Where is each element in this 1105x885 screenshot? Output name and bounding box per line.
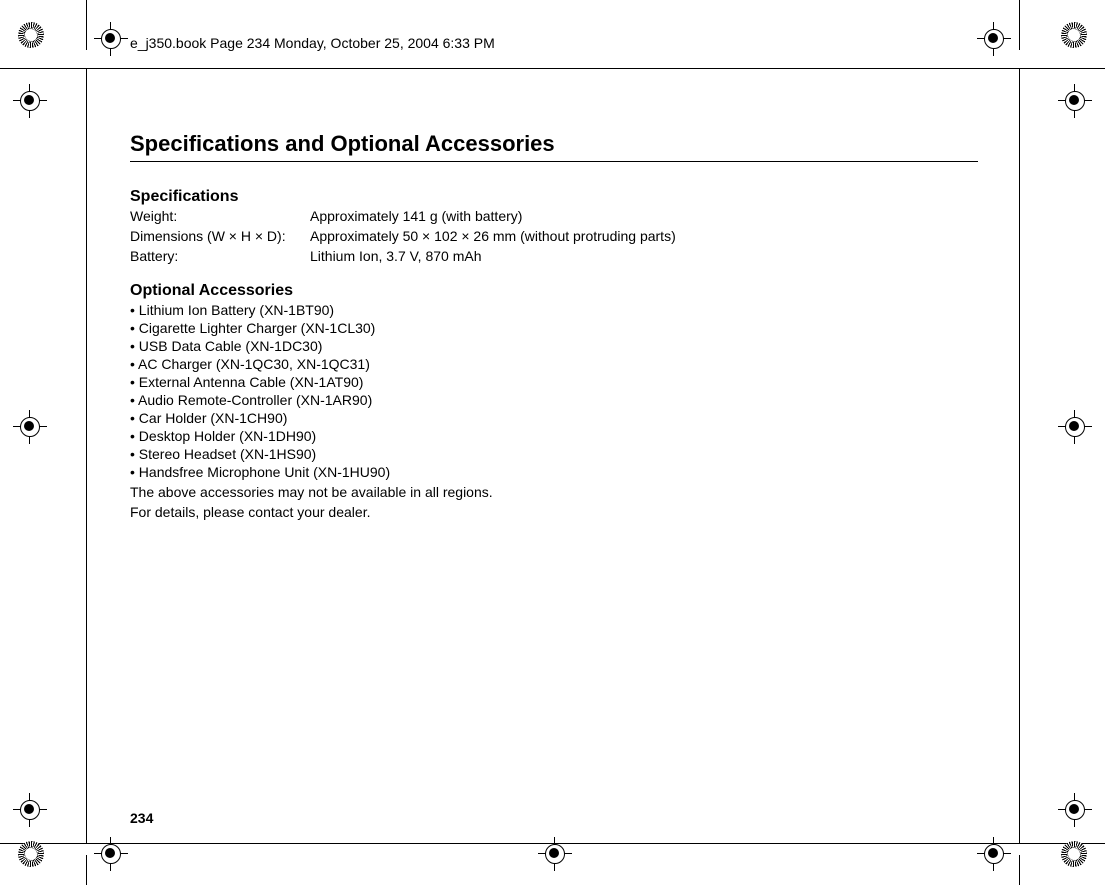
list-item: USB Data Cable (XN-1DC30) xyxy=(130,338,978,354)
list-item: Desktop Holder (XN-1DH90) xyxy=(130,428,978,444)
accessories-note: The above accessories may not be availab… xyxy=(130,484,978,500)
registration-mark-icon xyxy=(94,22,128,56)
spec-value: Approximately 141 g (with battery) xyxy=(310,208,978,224)
crop-line-top-outer xyxy=(0,68,92,69)
registration-mark-icon xyxy=(1058,84,1092,118)
spec-value: Lithium Ion, 3.7 V, 870 mAh xyxy=(310,248,978,264)
crop-line-bot-outer-right xyxy=(1013,843,1105,844)
registration-mark-icon xyxy=(1058,410,1092,444)
specs-table: Weight: Approximately 141 g (with batter… xyxy=(130,208,978,264)
accessories-list: Lithium Ion Battery (XN-1BT90) Cigarette… xyxy=(130,302,978,480)
list-item: Lithium Ion Battery (XN-1BT90) xyxy=(130,302,978,318)
starburst-icon xyxy=(18,841,44,867)
spec-row: Battery: Lithium Ion, 3.7 V, 870 mAh xyxy=(130,248,978,264)
registration-mark-icon xyxy=(977,837,1011,871)
page-title: Specifications and Optional Accessories xyxy=(130,131,978,162)
list-item: Audio Remote-Controller (XN-1AR90) xyxy=(130,392,978,408)
crop-line-bot-outer xyxy=(0,843,92,844)
spec-row: Dimensions (W × H × D): Approximately 50… xyxy=(130,228,978,244)
starburst-icon xyxy=(1061,22,1087,48)
registration-mark-icon xyxy=(1058,793,1092,827)
starburst-icon xyxy=(1061,841,1087,867)
registration-mark-icon xyxy=(94,837,128,871)
list-item: Stereo Headset (XN-1HS90) xyxy=(130,446,978,462)
crop-line-right-outer-bot xyxy=(1019,855,1020,885)
spec-row: Weight: Approximately 141 g (with batter… xyxy=(130,208,978,224)
spec-label: Battery: xyxy=(130,248,310,264)
starburst-icon xyxy=(18,22,44,48)
registration-mark-icon xyxy=(538,837,572,871)
specs-heading: Specifications xyxy=(130,188,978,206)
spec-label: Dimensions (W × H × D): xyxy=(130,228,310,244)
list-item: Car Holder (XN-1CH90) xyxy=(130,410,978,426)
list-item: External Antenna Cable (XN-1AT90) xyxy=(130,374,978,390)
accessories-note: For details, please contact your dealer. xyxy=(130,504,978,520)
spec-value: Approximately 50 × 102 × 26 mm (without … xyxy=(310,228,978,244)
crop-line-left-outer-bot xyxy=(86,855,87,885)
crop-line-right-outer xyxy=(1019,0,1020,50)
list-item: Handsfree Microphone Unit (XN-1HU90) xyxy=(130,464,978,480)
spec-label: Weight: xyxy=(130,208,310,224)
registration-mark-icon xyxy=(13,410,47,444)
left-rule xyxy=(86,68,87,843)
crop-line-left-outer xyxy=(86,0,87,50)
right-rule xyxy=(1019,68,1020,843)
registration-mark-icon xyxy=(13,84,47,118)
crop-line-top-outer-right xyxy=(1013,68,1105,69)
list-item: AC Charger (XN-1QC30, XN-1QC31) xyxy=(130,356,978,372)
accessories-heading: Optional Accessories xyxy=(130,282,978,300)
page-content: e_j350.book Page 234 Monday, October 25,… xyxy=(130,35,978,520)
page-number: 234 xyxy=(130,810,153,826)
registration-mark-icon xyxy=(977,22,1011,56)
running-head: e_j350.book Page 234 Monday, October 25,… xyxy=(130,35,978,51)
registration-mark-icon xyxy=(13,793,47,827)
list-item: Cigarette Lighter Charger (XN-1CL30) xyxy=(130,320,978,336)
